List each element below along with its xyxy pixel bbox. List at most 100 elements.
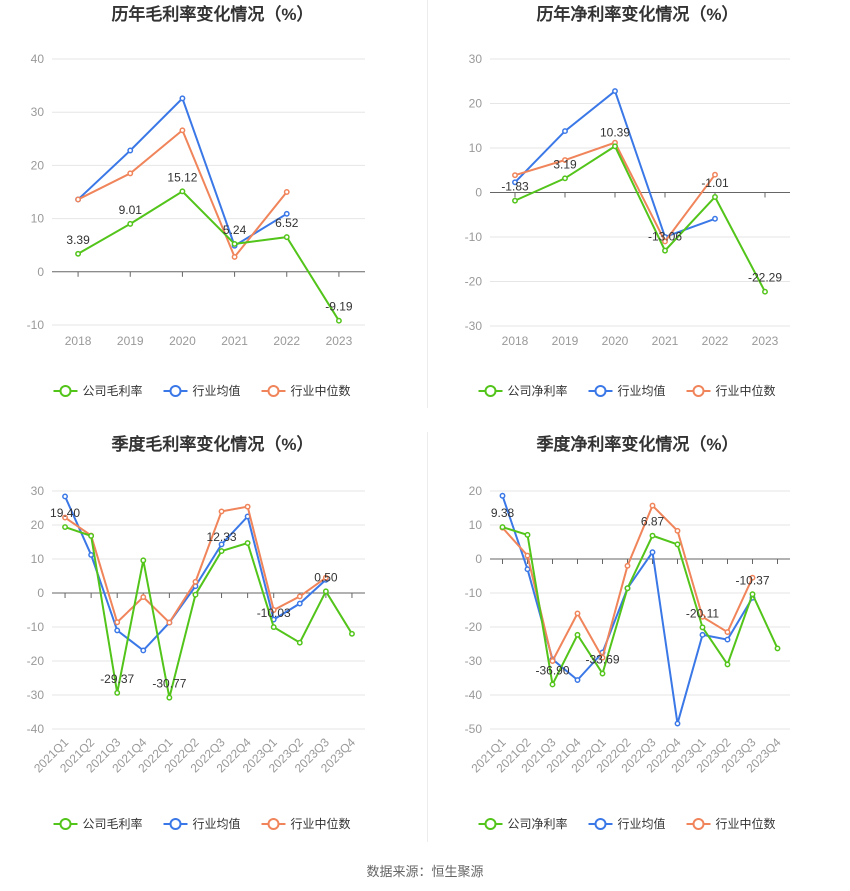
data-point-company	[88, 532, 95, 539]
data-label: -20.11	[686, 606, 719, 620]
y-tick-label: 20	[469, 97, 483, 111]
legend-label: 行业均值	[618, 816, 666, 831]
data-point-median	[114, 619, 121, 626]
x-tick-label: 2023	[326, 334, 353, 348]
quarterly-gross-margin-svg: 季度毛利率变化情况（%）-40-30-20-1001020302021Q1202…	[27, 434, 365, 831]
legend-marker-icon	[267, 385, 280, 397]
data-point-median	[62, 514, 68, 521]
data-label: -30.77	[152, 677, 186, 691]
data-point-avg	[114, 627, 121, 634]
y-tick-label: 10	[31, 212, 45, 226]
data-point-company	[349, 630, 355, 637]
data-point-median	[724, 629, 731, 636]
legend-item-avg: 行业均值	[163, 383, 241, 398]
y-tick-label: -30	[465, 654, 483, 668]
data-point-median	[674, 527, 681, 534]
chart-title: 历年毛利率变化情况（%）	[111, 4, 313, 24]
x-tick-label: 2020	[169, 334, 196, 348]
data-point-company	[599, 670, 606, 677]
legend-label: 公司净利率	[508, 383, 568, 398]
legend-marker-icon	[692, 818, 705, 830]
data-point-median	[179, 127, 186, 134]
data-point-median	[512, 172, 518, 179]
legend-label: 公司毛利率	[83, 816, 143, 831]
data-point-avg	[574, 677, 581, 683]
data-point-median	[549, 658, 556, 664]
data-point-median	[524, 552, 531, 559]
legend-item-avg: 行业均值	[588, 383, 666, 398]
data-point-avg	[179, 95, 186, 102]
data-point-company	[192, 591, 199, 598]
data-point-avg	[218, 541, 225, 548]
data-point-median	[712, 171, 718, 178]
data-label: 10.39	[600, 125, 630, 139]
data-point-company	[612, 143, 618, 150]
data-point-avg	[512, 179, 518, 186]
y-tick-label: 0	[37, 586, 44, 600]
x-tick-label: 2022	[273, 334, 300, 348]
series-line-company	[502, 526, 779, 688]
annual-net-margin-svg: 历年净利率变化情况（%） -30 -20 -10 0 10 20 30 2018 2019 2020…	[465, 4, 790, 398]
data-label: 3.39	[66, 233, 90, 247]
data-point-avg	[524, 566, 531, 573]
x-tick-label: 2021	[221, 334, 248, 348]
data-point-median	[749, 574, 756, 581]
data-point-company	[231, 240, 238, 247]
legend-item-company: 公司毛利率	[53, 816, 143, 831]
data-source-label: 数据来源：恒生聚源	[366, 864, 484, 879]
data-point-company	[762, 288, 768, 295]
data-point-company	[75, 250, 82, 257]
x-tick-label: 2019	[117, 334, 144, 348]
data-label: 9.01	[119, 203, 143, 217]
legend-marker-icon	[484, 385, 497, 397]
data-label: 19.40	[50, 506, 80, 520]
y-tick-label: -10	[465, 586, 483, 600]
data-point-median	[624, 562, 631, 569]
legend-marker-icon	[594, 385, 607, 397]
data-point-company	[724, 661, 731, 668]
data-point-avg	[499, 492, 506, 499]
legend-label: 行业均值	[618, 383, 666, 398]
y-tick-label: 10	[469, 141, 483, 155]
data-point-company	[649, 532, 656, 539]
y-tick-label: 20	[31, 518, 45, 532]
legend-label: 行业中位数	[291, 816, 351, 831]
legend-item-median: 行业中位数	[261, 383, 351, 398]
y-tick-label: 0	[475, 186, 482, 200]
data-label: -22.29	[748, 271, 782, 285]
data-point-company	[296, 639, 303, 646]
series-line-company	[64, 526, 353, 698]
data-point-median	[244, 503, 251, 510]
data-label: -29.37	[100, 672, 134, 686]
data-point-avg	[712, 215, 718, 222]
legend-item-median: 行业中位数	[686, 383, 776, 398]
data-point-avg	[674, 720, 681, 727]
data-label: 0.50	[314, 570, 338, 584]
legend-marker-icon	[267, 818, 280, 830]
series-line-company	[77, 190, 340, 322]
data-point-company	[244, 540, 251, 546]
y-tick-label: 10	[469, 518, 483, 532]
data-point-company	[270, 624, 277, 631]
data-label: -33.69	[585, 653, 619, 667]
data-point-avg	[612, 88, 618, 94]
legend-marker-icon	[484, 818, 497, 830]
data-point-company	[179, 188, 186, 195]
data-label: 3.19	[553, 157, 577, 171]
data-point-company	[140, 557, 147, 564]
legend-item-company: 公司毛利率	[53, 383, 143, 398]
data-point-company	[499, 524, 506, 531]
data-label: 15.12	[167, 170, 197, 184]
legend-marker-icon	[594, 818, 607, 830]
data-label: -1.01	[701, 176, 729, 190]
legend-label: 行业中位数	[716, 383, 776, 398]
data-point-avg	[62, 493, 68, 500]
data-point-median	[192, 578, 199, 585]
y-tick-label: 40	[31, 52, 45, 66]
x-tick-label: 2020	[602, 334, 629, 348]
data-point-company	[127, 220, 134, 227]
data-point-avg	[140, 647, 147, 654]
data-point-avg	[283, 210, 290, 217]
x-tick-label: 2018	[65, 334, 92, 348]
data-point-avg	[296, 600, 303, 607]
